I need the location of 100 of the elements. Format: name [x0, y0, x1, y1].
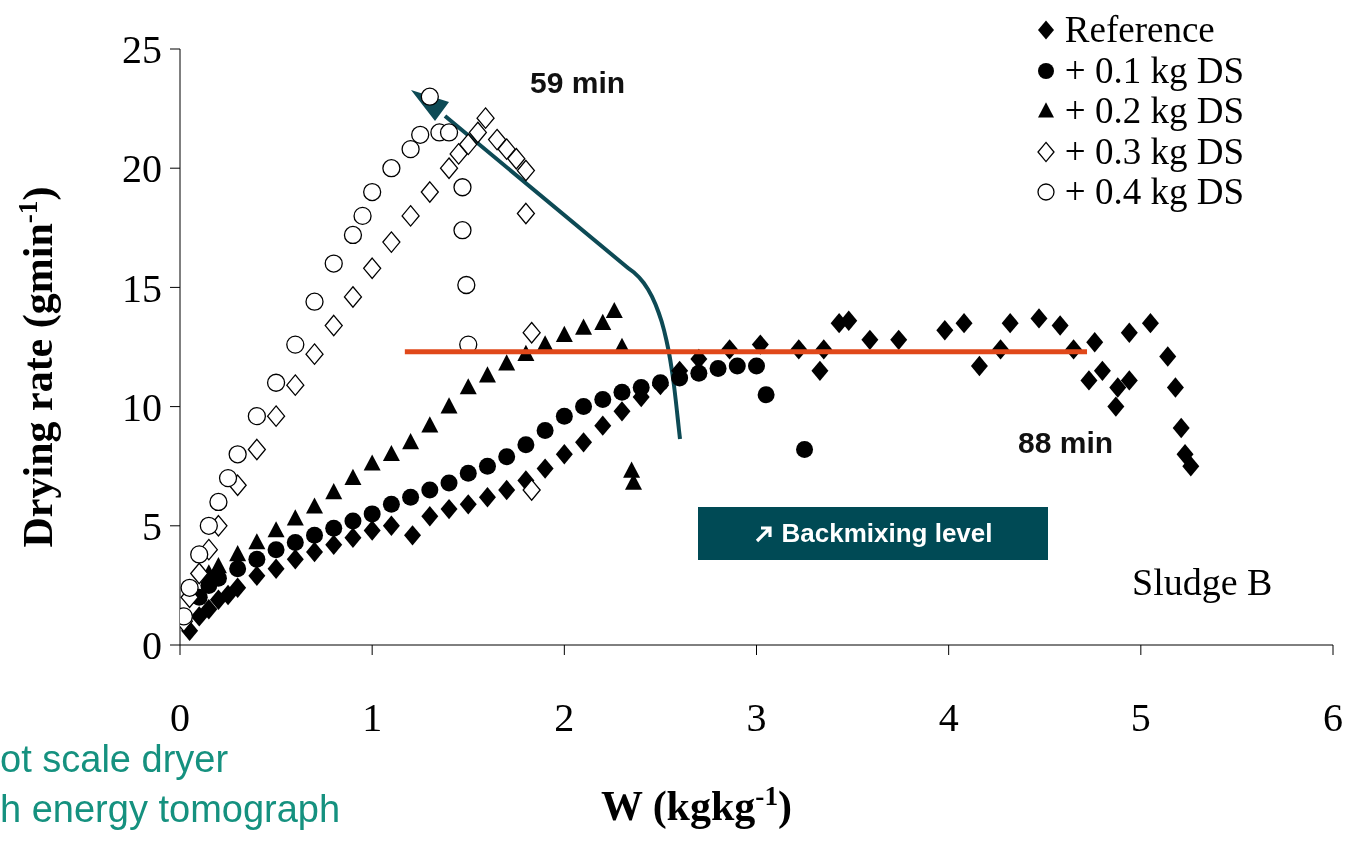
- point: [449, 143, 468, 165]
- point: [286, 374, 305, 396]
- y-tick-label: 20: [122, 146, 162, 192]
- point: [498, 354, 516, 371]
- point: [247, 406, 267, 426]
- point: [421, 416, 439, 433]
- point: [401, 205, 420, 227]
- point: [229, 545, 247, 562]
- annotation: Sludge B: [1132, 561, 1273, 603]
- point: [363, 257, 382, 280]
- point: [382, 515, 400, 536]
- point: [517, 436, 535, 454]
- point: [709, 359, 727, 377]
- point: [344, 527, 362, 548]
- point: [286, 548, 304, 570]
- point: [575, 398, 593, 416]
- point: [796, 441, 814, 459]
- point: [382, 231, 401, 253]
- point: [420, 87, 439, 106]
- point: [459, 494, 477, 515]
- text: h energy tomograph: [0, 788, 341, 830]
- legend-label: + 0.3 kg DS: [1064, 130, 1244, 172]
- point: [459, 378, 477, 395]
- point: [1176, 444, 1194, 465]
- point: [536, 421, 554, 439]
- point: [575, 318, 593, 335]
- legend-label: Reference: [1064, 9, 1215, 51]
- point: [209, 556, 227, 574]
- point: [1030, 308, 1048, 329]
- y-tick-label: 0: [142, 623, 162, 669]
- point: [955, 312, 973, 334]
- point: [1093, 360, 1111, 382]
- point: [325, 519, 343, 537]
- text: ot scale dryer: [0, 738, 229, 780]
- point: [229, 560, 247, 578]
- point: [487, 128, 507, 151]
- point: [1182, 456, 1200, 477]
- point: [324, 314, 343, 337]
- point: [200, 599, 218, 620]
- point: [247, 438, 267, 461]
- x-tick-label: 1: [362, 695, 383, 741]
- point: [1107, 396, 1125, 417]
- point: [440, 498, 458, 520]
- point: [1109, 377, 1127, 398]
- point: [363, 520, 381, 541]
- point: [453, 178, 472, 197]
- annotation: Backmixing level: [781, 518, 993, 549]
- point: [970, 355, 988, 377]
- point: [305, 343, 324, 365]
- legend-label: + 0.4 kg DS: [1064, 171, 1244, 213]
- point: [478, 366, 496, 383]
- point: [1120, 370, 1138, 391]
- point: [180, 578, 199, 597]
- point: [623, 461, 641, 478]
- point: [1086, 332, 1104, 353]
- point: [421, 481, 439, 499]
- point: [498, 479, 516, 501]
- point: [266, 405, 286, 427]
- point: [343, 225, 363, 245]
- point: [1051, 315, 1069, 336]
- point: [459, 133, 478, 156]
- point: [382, 159, 401, 178]
- y-tick-label: 5: [142, 504, 162, 549]
- point: [478, 457, 496, 475]
- point: [1080, 370, 1098, 391]
- x-tick-label: 0: [170, 695, 190, 741]
- point: [522, 321, 541, 344]
- point: [757, 386, 775, 404]
- point: [861, 329, 879, 351]
- point: [1120, 322, 1138, 343]
- point: [453, 221, 472, 240]
- point: [890, 329, 908, 351]
- point: [555, 444, 573, 465]
- point: [594, 313, 612, 330]
- point: [440, 397, 458, 414]
- y-tick-label: 10: [122, 384, 162, 430]
- point: [248, 533, 266, 550]
- point: [536, 458, 554, 479]
- point: [267, 541, 285, 559]
- point: [498, 448, 516, 466]
- point: [421, 506, 439, 527]
- point: [840, 310, 858, 331]
- x-tick-label: 6: [1323, 695, 1343, 741]
- point: [266, 373, 286, 392]
- point: [343, 286, 363, 308]
- point: [651, 374, 669, 392]
- point: [363, 454, 381, 471]
- point: [344, 468, 362, 485]
- x-tick-label: 2: [554, 695, 575, 741]
- point: [594, 390, 612, 408]
- point: [286, 533, 304, 551]
- point: [690, 364, 708, 382]
- point: [199, 516, 218, 535]
- point: [575, 432, 593, 453]
- point: [439, 157, 459, 180]
- point: [613, 401, 631, 422]
- point: [382, 444, 400, 462]
- point: [382, 495, 400, 513]
- point: [325, 534, 343, 556]
- point: [516, 159, 536, 182]
